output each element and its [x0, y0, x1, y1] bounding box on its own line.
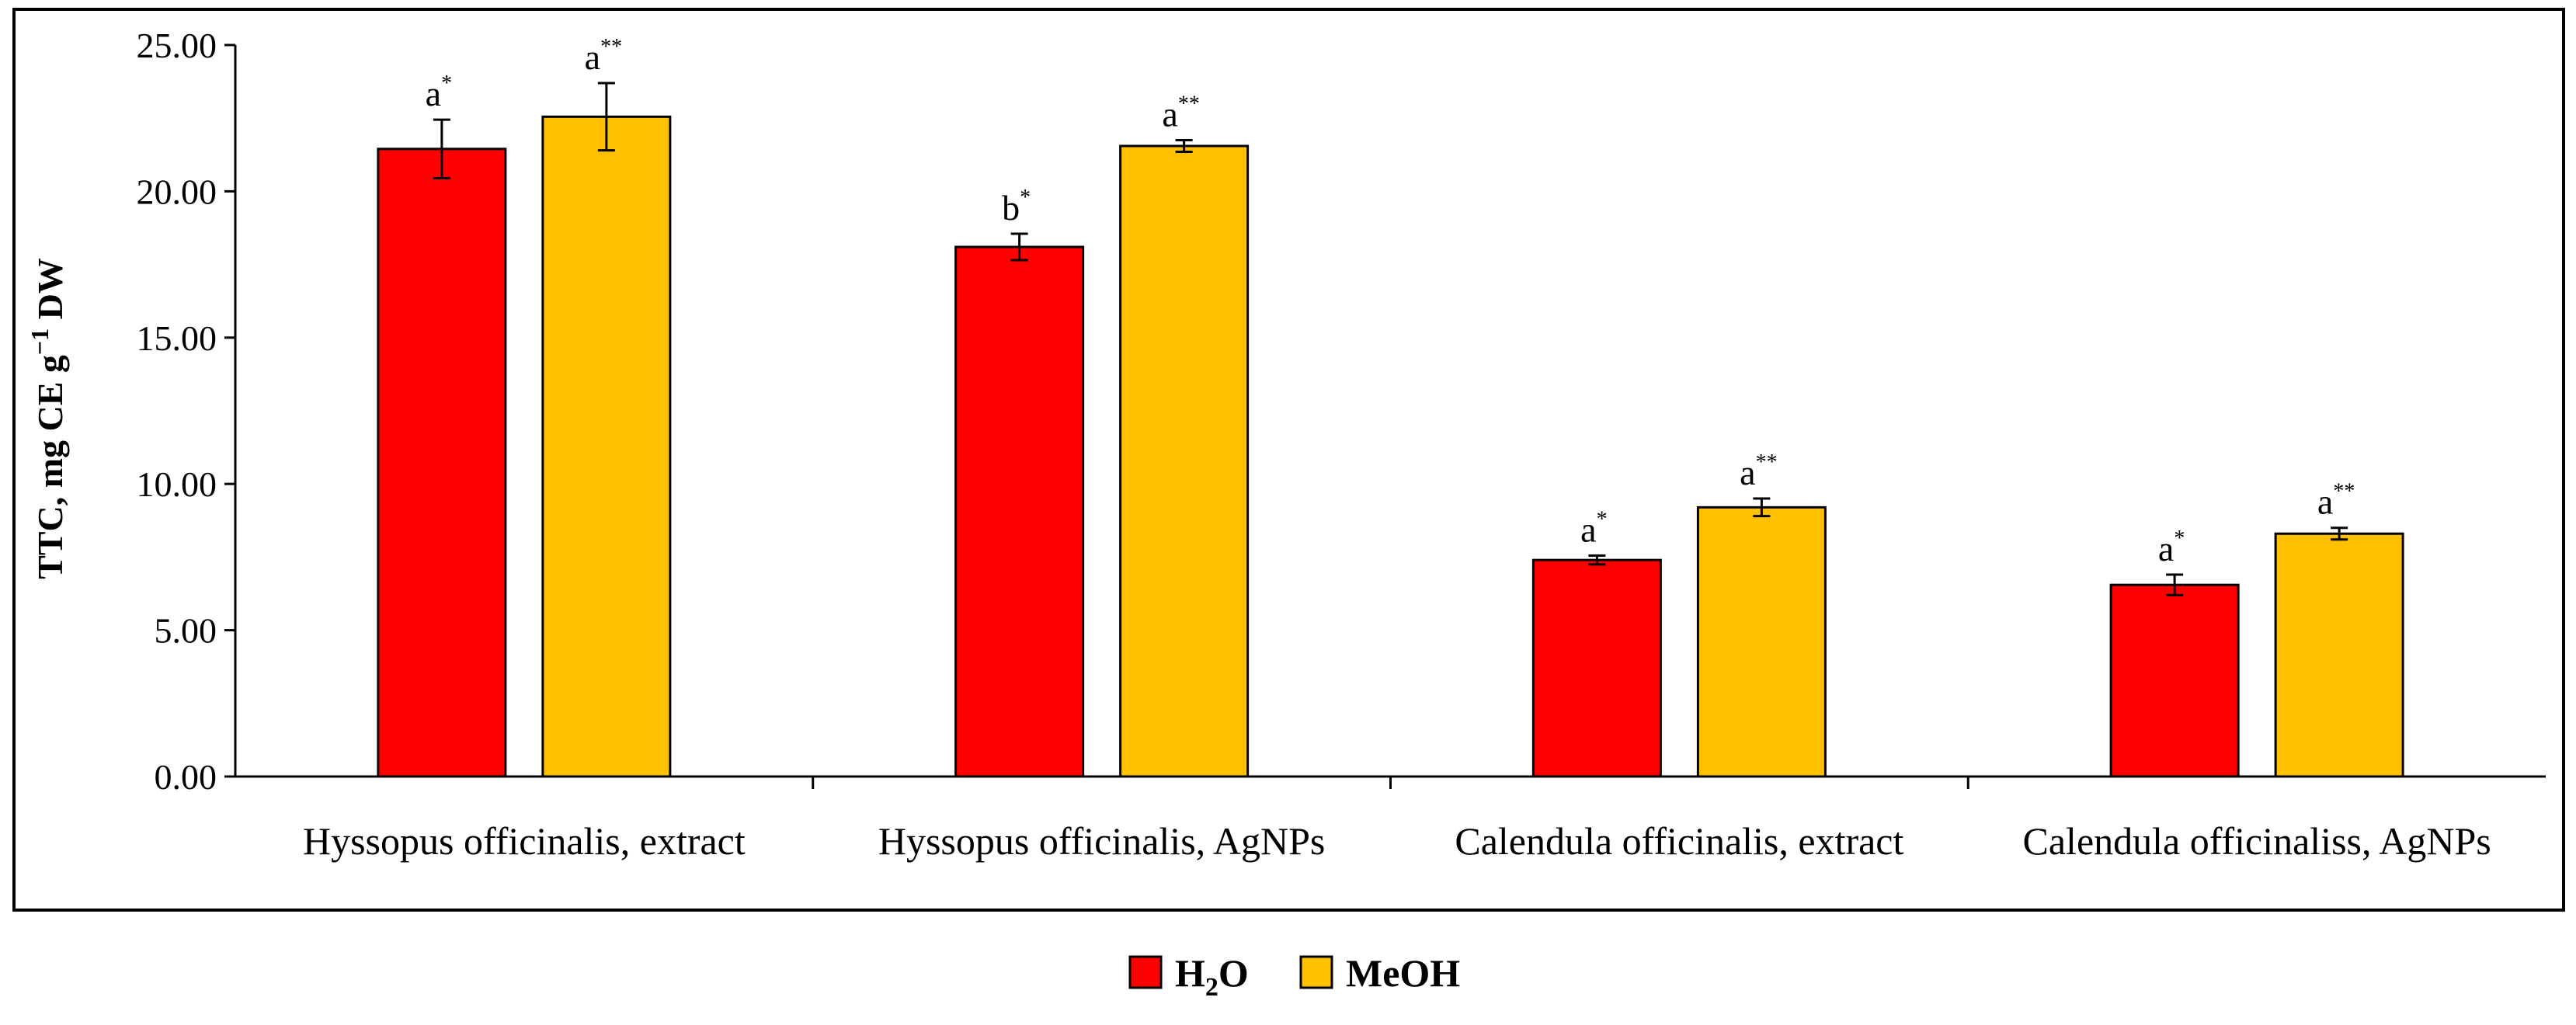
bar-h2o — [377, 148, 507, 778]
significance-label: a** — [2317, 480, 2355, 522]
bar-meoh — [1696, 506, 1827, 778]
significance-label: a** — [1740, 450, 1777, 492]
significance-label: b* — [1002, 186, 1031, 228]
bars — [377, 82, 2404, 778]
significance-label: a** — [585, 35, 622, 77]
legend-item-meoh: MeOH — [1299, 951, 1460, 995]
bar-meoh — [541, 115, 672, 778]
y-tick-label: 10.00 — [137, 464, 217, 504]
bar-h2o — [2109, 583, 2240, 778]
significance-label: a** — [1162, 92, 1199, 134]
legend-label: H2O — [1175, 951, 1249, 1002]
y-tick-label: 0.00 — [155, 757, 217, 797]
y-tick-label: 25.00 — [137, 26, 217, 65]
x-category-label: Calendula officinalis, extract — [1455, 819, 1903, 863]
bar-meoh — [1119, 144, 1250, 778]
chart-frame — [12, 8, 2565, 912]
y-axis-title: TTC, mg CE g−1 DW — [26, 258, 70, 579]
y-tick-label: 5.00 — [155, 611, 217, 651]
labels: 0.00 5.00 10.00 15.00 20.00 25.00 TTC, mg CE g… — [26, 26, 2491, 863]
significance-label: a* — [1580, 508, 1607, 550]
y-tick-label: 20.00 — [137, 172, 217, 211]
significance-label: a* — [2158, 526, 2185, 568]
legend-item-h2o: H2O — [1128, 951, 1249, 1002]
bar-h2o — [954, 245, 1085, 778]
legend-swatch — [1128, 955, 1163, 989]
x-category-label: Calendula officinaliss, AgNPs — [2023, 819, 2491, 863]
x-category-label: Hyssopus officinalis, AgNPs — [878, 819, 1326, 863]
significance-label: a* — [426, 71, 452, 113]
legend-label: MeOH — [1346, 951, 1460, 995]
y-tick-label: 15.00 — [137, 318, 217, 358]
legend-swatch — [1299, 955, 1333, 989]
legend: H2O MeOH — [1128, 951, 1460, 1002]
bar-h2o — [1531, 558, 1662, 778]
bar-meoh — [2274, 532, 2404, 778]
x-category-label: Hyssopus officinalis, extract — [303, 819, 746, 863]
